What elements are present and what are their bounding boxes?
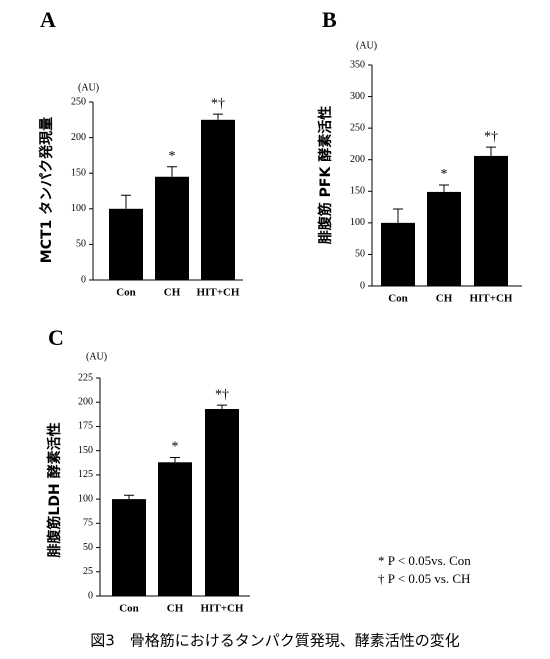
y-axis-title: MCT1 タンパク発現量 (38, 117, 55, 263)
bar (158, 462, 192, 596)
x-tick-label: Con (119, 603, 139, 615)
y-tick-label: 50 (76, 239, 86, 250)
y-axis-title: 腓腹筋 PFK 酵素活性 (317, 106, 334, 244)
error-bar (486, 146, 496, 156)
y-tick-label: 200 (350, 154, 365, 165)
x-tick-label: CH (436, 293, 453, 305)
note: * P < 0.05vs. Con (378, 553, 471, 568)
y-tick-label: 225 (78, 372, 93, 383)
y-tick-label: 200 (78, 397, 93, 408)
y-tick-label: 300 (350, 91, 365, 102)
note: † P < 0.05 vs. CH (378, 571, 470, 586)
bar (109, 208, 143, 280)
bar (155, 176, 189, 280)
y-tick-label: 175 (78, 421, 93, 432)
x-tick-label: HIT+CH (470, 293, 513, 305)
bar (381, 222, 415, 286)
error-bar (213, 113, 223, 120)
bar (201, 119, 235, 280)
significance-label: *† (484, 129, 498, 144)
x-tick-label: CH (167, 603, 184, 615)
bar (205, 409, 239, 596)
y-tick-label: 125 (78, 469, 93, 480)
y-tick-label: 250 (350, 122, 365, 133)
x-tick-label: CH (164, 287, 181, 299)
unit-label: (AU) (86, 351, 107, 362)
x-tick-label: HIT+CH (201, 603, 244, 615)
significance-label: * (169, 149, 176, 164)
y-tick-label: 0 (360, 280, 365, 291)
error-bar (167, 166, 177, 177)
y-tick-label: 25 (83, 566, 93, 577)
y-tick-label: 0 (88, 590, 93, 601)
y-tick-label: 75 (83, 518, 93, 529)
y-tick-label: 50 (355, 249, 365, 260)
y-axis-title: 腓腹筋LDH 酵素活性 (46, 422, 63, 557)
y-tick-label: 0 (81, 274, 86, 285)
bar (427, 191, 461, 286)
x-tick-label: Con (388, 293, 408, 305)
significance-label: *† (211, 96, 225, 111)
unit-label: (AU) (78, 82, 99, 93)
x-tick-label: Con (116, 287, 136, 299)
y-tick-label: 100 (71, 203, 86, 214)
y-tick-label: 150 (350, 186, 365, 197)
error-bar (124, 494, 134, 500)
y-tick-label: 50 (83, 542, 93, 553)
y-tick-label: 250 (71, 96, 86, 107)
error-bar (439, 184, 449, 192)
error-bar (121, 194, 131, 209)
bar (474, 155, 508, 286)
x-tick-label: HIT+CH (197, 287, 240, 299)
error-bar (393, 208, 403, 223)
y-tick-label: 100 (350, 217, 365, 228)
bar (112, 499, 146, 596)
y-tick-label: 150 (78, 445, 93, 456)
significance-label: * (172, 440, 179, 455)
error-bar (170, 456, 180, 463)
unit-label: (AU) (356, 40, 377, 51)
panel-label: B (322, 7, 337, 32)
error-bar (217, 404, 227, 410)
caption: 図3 骨格筋におけるタンパク質発現、酵素活性の変化 (90, 632, 460, 650)
y-tick-label: 150 (71, 167, 86, 178)
significance-label: * (441, 167, 448, 182)
significance-label: *† (215, 387, 229, 402)
y-tick-label: 100 (78, 493, 93, 504)
y-tick-label: 200 (71, 132, 86, 143)
y-tick-label: 350 (350, 59, 365, 70)
panel-label: C (48, 325, 64, 350)
panel-label: A (40, 7, 56, 32)
